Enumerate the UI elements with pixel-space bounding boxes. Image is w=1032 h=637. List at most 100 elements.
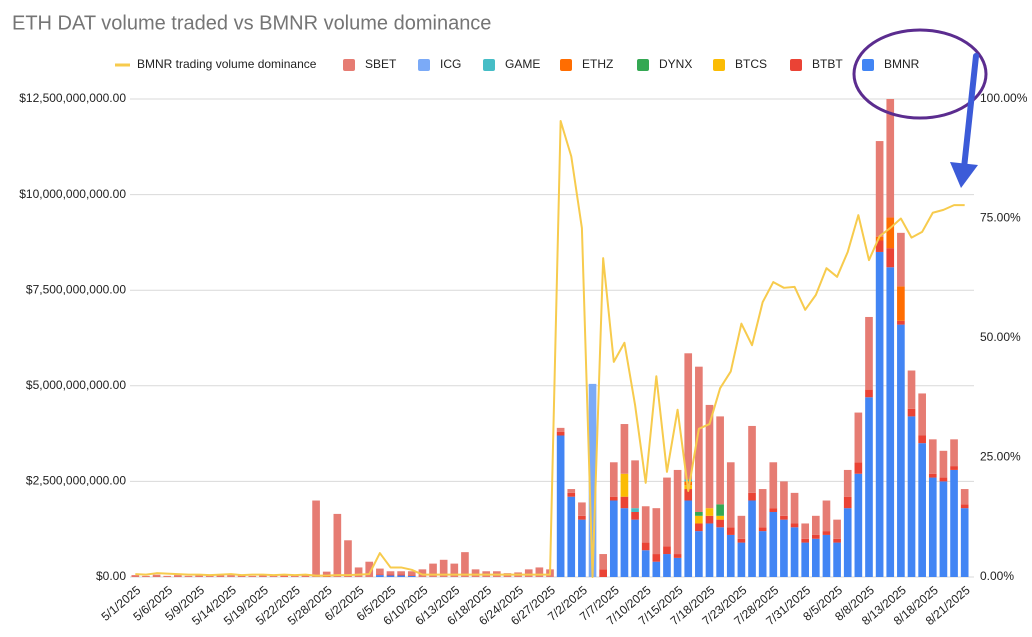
bar-segment xyxy=(716,504,724,516)
bar-segment xyxy=(918,443,926,577)
legend-swatch xyxy=(637,59,649,71)
bar-segment xyxy=(641,542,650,551)
bar-segment xyxy=(928,439,937,474)
bar-segment xyxy=(854,473,863,577)
legend-swatch xyxy=(418,59,430,71)
bar-segment xyxy=(726,534,735,577)
legend-swatch xyxy=(713,59,725,71)
bar-segment xyxy=(599,569,607,577)
bar-segment xyxy=(780,519,788,577)
bar-segment xyxy=(344,540,352,577)
bar-segment xyxy=(748,492,756,501)
bar-segment xyxy=(397,575,405,577)
bar-segment xyxy=(322,576,331,577)
bar-segment xyxy=(609,496,618,501)
y-tick-label: $5,000,000,000.00 xyxy=(26,378,126,392)
bar-segment xyxy=(684,500,693,577)
bar-segment xyxy=(695,511,703,516)
bar-segment xyxy=(854,412,863,463)
bar-segment xyxy=(811,515,820,535)
y2-tick-label: 75.00% xyxy=(980,211,1021,225)
bar-segment xyxy=(780,481,788,516)
bar-segment xyxy=(758,531,767,577)
bar-segment xyxy=(386,575,395,577)
bar-segment xyxy=(960,508,969,577)
bar-segment xyxy=(663,546,671,555)
bar-segment xyxy=(769,462,778,509)
bar-segment xyxy=(886,217,895,249)
bar-segment xyxy=(790,527,799,577)
bar-segment xyxy=(397,571,405,575)
bar-segment xyxy=(875,251,884,577)
bar-segment xyxy=(950,439,958,467)
bar-segment xyxy=(801,542,810,577)
bar-segment xyxy=(833,519,841,539)
bar-segment xyxy=(567,496,576,577)
bar-segment xyxy=(652,554,661,562)
bar-segment xyxy=(407,575,416,577)
legend-label: ETHZ xyxy=(582,57,613,71)
bar-segment xyxy=(174,575,182,577)
bar-segment xyxy=(726,527,735,535)
bar-segment xyxy=(684,489,693,501)
bar-segment xyxy=(524,569,533,577)
bar-segment xyxy=(631,508,639,512)
bar-segment xyxy=(822,534,831,577)
bar-segment xyxy=(748,425,756,493)
bar-segment xyxy=(269,575,278,577)
bar-segment xyxy=(588,383,597,577)
bar-segment xyxy=(748,500,756,577)
bar-segment xyxy=(631,460,639,509)
bar-segment xyxy=(811,538,820,577)
bar-segment xyxy=(875,240,884,252)
bar-segment xyxy=(769,508,778,512)
bar-segment xyxy=(960,489,969,505)
y-tick-label: $2,500,000,000.00 xyxy=(26,474,126,488)
legend-label: GAME xyxy=(505,57,540,71)
bar-segment xyxy=(407,575,416,576)
bar-segment xyxy=(386,574,395,576)
y-tick-label: $0.00 xyxy=(96,569,126,583)
bar-segment xyxy=(620,424,629,474)
bar-segment xyxy=(737,515,746,539)
bar-segment xyxy=(684,353,693,480)
bar-segment xyxy=(705,523,714,577)
bar-segment xyxy=(886,99,895,218)
bar-segment xyxy=(578,515,586,520)
bar-segment xyxy=(907,370,916,409)
dominance-line xyxy=(135,119,965,578)
bar-segment xyxy=(301,574,310,577)
bar-segment xyxy=(195,575,203,577)
legend-label: SBET xyxy=(365,57,397,71)
bar-segment xyxy=(928,477,937,577)
bar-segment xyxy=(843,469,852,497)
legend-label: BMNR trading volume dominance xyxy=(137,57,317,71)
bar-segment xyxy=(939,477,948,482)
bar-segment xyxy=(471,569,480,577)
bar-segment xyxy=(376,568,384,575)
bar-segment xyxy=(790,523,799,528)
bar-segment xyxy=(535,567,544,577)
bar-segment xyxy=(152,574,161,577)
legend-swatch xyxy=(560,59,572,71)
y2-tick-label: 0.00% xyxy=(980,569,1014,583)
y-tick-label: $12,500,000,000.00 xyxy=(19,91,126,105)
bar-segment xyxy=(939,450,948,478)
bar-segment xyxy=(620,508,629,577)
legend-swatch xyxy=(790,59,802,71)
bar-segment xyxy=(333,513,342,577)
bar-segment xyxy=(695,531,703,577)
bar-segment xyxy=(716,519,724,528)
annotation xyxy=(852,28,988,188)
bar-segment xyxy=(397,574,405,576)
bar-segment xyxy=(567,492,576,497)
bar-segment xyxy=(833,538,841,543)
bar-segment xyxy=(960,504,969,509)
bar-segment xyxy=(376,575,384,577)
bar-segment xyxy=(641,506,650,543)
bar-segment xyxy=(429,563,437,577)
bar-segment xyxy=(673,554,682,558)
bar-segment xyxy=(886,248,895,268)
bar-segment xyxy=(907,416,916,577)
